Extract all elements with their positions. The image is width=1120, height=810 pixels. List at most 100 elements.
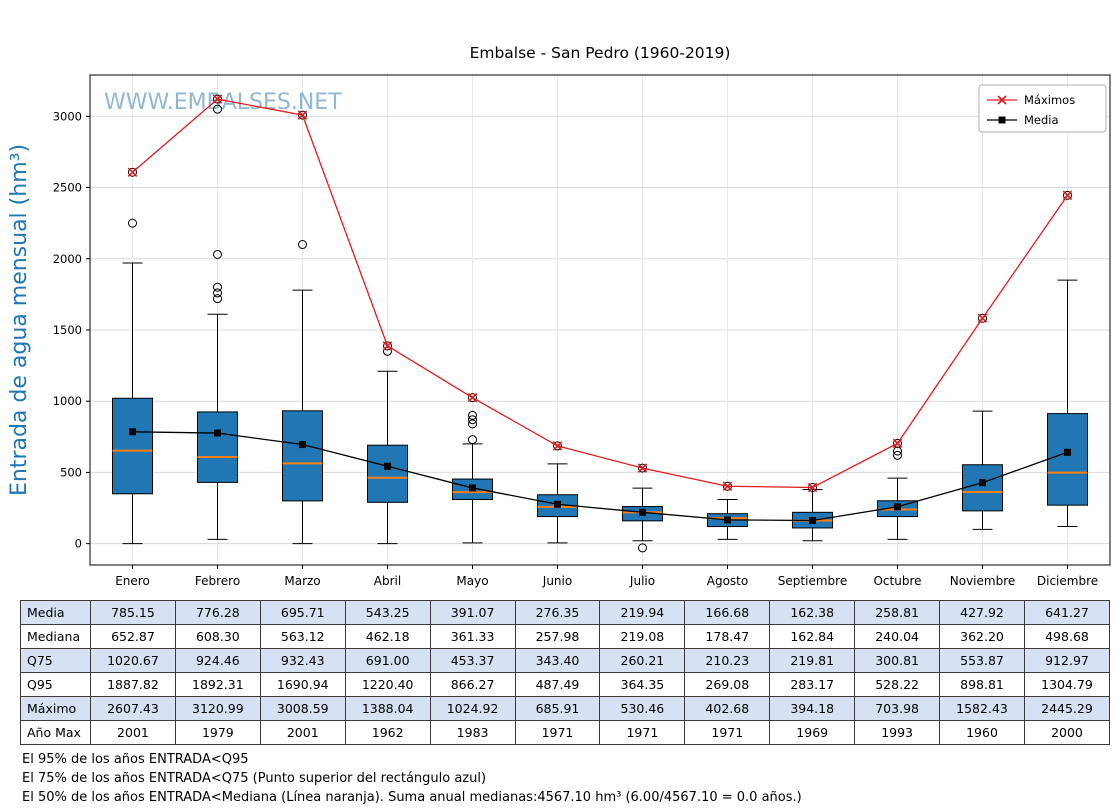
- media-marker: [214, 429, 221, 437]
- table-cell: 563.12: [259, 624, 346, 649]
- table-cell: 1388.04: [344, 696, 431, 721]
- table-cell: 258.81: [854, 600, 941, 625]
- outlier-marker: [213, 294, 222, 304]
- x-tick-label: Febrero: [195, 574, 240, 588]
- x-tick-label: Octubre: [873, 574, 921, 588]
- table-cell: 361.33: [429, 624, 516, 649]
- max-marker: [297, 110, 308, 120]
- legend-label-media: Media: [1024, 113, 1059, 127]
- row-label: Q75: [20, 648, 91, 673]
- outlier-marker: [213, 282, 222, 292]
- table-cell: 240.04: [854, 624, 941, 649]
- x-tick-label: Mayo: [456, 574, 488, 588]
- x-tick-label: Septiembre: [778, 574, 847, 588]
- media-marker: [469, 484, 476, 492]
- table-cell: 166.68: [684, 600, 771, 625]
- outlier-marker: [128, 218, 137, 228]
- boxplot-marzo: [282, 110, 323, 545]
- table-row-q75: Q75 1020.67 924.46 932.43 691.00 453.37 343.40…: [20, 648, 1111, 673]
- y-tick-label: 2500: [53, 181, 82, 195]
- outlier-marker: [468, 410, 477, 420]
- max-marker: [892, 438, 903, 449]
- table-cell: 1993: [854, 720, 941, 745]
- table-cell: 394.18: [769, 696, 856, 721]
- table-cell: 453.37: [429, 648, 516, 673]
- table-cell: 2000: [1023, 720, 1111, 745]
- outlier-marker: [468, 435, 477, 445]
- boxplot-septiembre: [792, 482, 833, 542]
- boxplot-mayo: [452, 393, 493, 544]
- table-cell: 269.08: [684, 672, 771, 697]
- table-cell: 695.71: [259, 600, 346, 625]
- table-cell: 343.40: [514, 648, 601, 673]
- y-tick-label: 2000: [53, 252, 82, 266]
- outlier-marker: [213, 104, 222, 114]
- media-line: [132, 431, 1068, 522]
- media-marker: [979, 479, 986, 487]
- table-cell: 912.97: [1023, 648, 1111, 673]
- max-marker: [382, 341, 393, 351]
- x-tick-label: Noviembre: [950, 574, 1016, 588]
- table-cell: 1304.79: [1023, 672, 1111, 697]
- outlier-marker: [383, 341, 392, 351]
- legend-label-maximos: Máximos: [1024, 93, 1075, 107]
- y-tick-label: 0: [75, 537, 82, 551]
- y-axis-label: Entrada de agua mensual (hm³): [7, 144, 32, 496]
- table-cell: 691.00: [344, 648, 431, 673]
- table-cell: 260.21: [599, 648, 686, 673]
- y-tick-label: 1000: [53, 394, 82, 408]
- table-cell: 300.81: [854, 648, 941, 673]
- table-cell: 3120.99: [174, 696, 261, 721]
- outlier-marker: [893, 438, 902, 448]
- boxplot-abril: [367, 341, 408, 545]
- max-marker: [467, 392, 478, 403]
- media-marker: [129, 428, 136, 436]
- table-cell: 530.46: [599, 696, 686, 721]
- table-cell: 2445.29: [1023, 696, 1111, 721]
- media-marker: [894, 503, 901, 511]
- outlier-marker: [383, 346, 392, 356]
- table-cell: 543.25: [344, 600, 431, 625]
- x-tick-label: Marzo: [284, 574, 320, 588]
- table-row-máximo: Máximo 2607.43 3120.99 3008.59 1388.04 1024.9…: [20, 696, 1111, 721]
- outlier-marker: [468, 419, 477, 429]
- table-cell: 178.47: [684, 624, 771, 649]
- table-cell: 866.27: [429, 672, 516, 697]
- outlier-marker: [128, 167, 137, 177]
- max-marker: [1062, 190, 1073, 201]
- footnote-mediana: El 50% de los años ENTRADA<Mediana (Líne…: [22, 790, 802, 805]
- table-row-q95: Q95 1887.82 1892.31 1690.94 1220.40 866.27 487…: [20, 672, 1111, 697]
- table-cell: 776.28: [174, 600, 261, 625]
- media-marker: [299, 441, 306, 449]
- box: [197, 411, 238, 483]
- media-marker: [384, 462, 391, 470]
- row-label: Media: [20, 600, 91, 625]
- table-cell: 652.87: [90, 624, 176, 649]
- outlier-marker: [468, 393, 477, 403]
- outlier-marker: [893, 450, 902, 460]
- table-cell: 1020.67: [90, 648, 176, 673]
- row-label: Año Max: [20, 720, 91, 745]
- table-cell: 1979: [174, 720, 261, 745]
- media-marker: [639, 508, 646, 516]
- boxplot-diciembre: [1047, 190, 1088, 528]
- box: [1047, 413, 1088, 506]
- footnote-q95: El 95% de los años ENTRADA<Q95: [22, 752, 249, 767]
- table-cell: 2001: [259, 720, 346, 745]
- outlier-marker: [1063, 190, 1072, 200]
- media-marker: [724, 516, 731, 524]
- table-cell: 1892.31: [174, 672, 261, 697]
- table-cell: 1582.43: [939, 696, 1025, 721]
- table-cell: 1024.92: [429, 696, 516, 721]
- table-cell: 362.20: [939, 624, 1025, 649]
- table-cell: 1971: [684, 720, 771, 745]
- boxplot-enero: [112, 167, 153, 545]
- table-cell: 3008.59: [259, 696, 346, 721]
- outlier-marker: [468, 415, 477, 425]
- table-cell: 528.22: [854, 672, 941, 697]
- max-marker: [807, 482, 818, 493]
- y-tick-label: 500: [60, 465, 82, 479]
- x-tick-label: Abril: [374, 574, 401, 588]
- table-cell: 785.15: [90, 600, 176, 625]
- max-marker: [977, 313, 988, 323]
